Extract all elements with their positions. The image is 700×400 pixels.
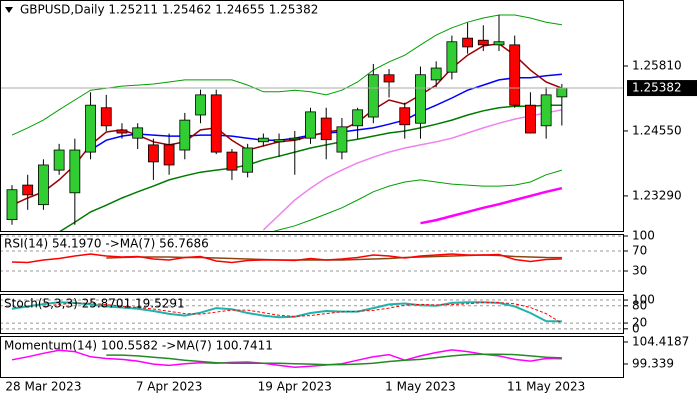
candle-body [477, 39, 489, 46]
current-price-box [627, 80, 697, 97]
indicator-line [43, 302, 563, 324]
pane-frame [0, 294, 624, 334]
candle-body [163, 144, 175, 166]
candle-body [430, 67, 442, 81]
candle-body [6, 189, 18, 221]
x-tick-label: 1 May 2023 [385, 380, 456, 394]
candle-body [367, 74, 379, 118]
candle-body [556, 87, 568, 98]
candle-body [69, 149, 81, 194]
y-tick-label: 80 [632, 298, 647, 312]
candle-body [540, 94, 552, 127]
pane [0, 299, 624, 330]
candle-body [273, 139, 285, 143]
indicator-line [106, 353, 562, 366]
y-tick-label: 104.4187 [632, 334, 689, 348]
candle-body [147, 144, 159, 163]
candle-body [415, 74, 426, 124]
pane-title: Momentum(14) 100.5582 ->MA(7) 100.7411 [4, 339, 273, 353]
indicator-line [11, 349, 562, 368]
pane [6, 14, 568, 232]
candle-body [257, 137, 269, 143]
candle-body [383, 74, 395, 83]
indicator-line [11, 43, 563, 206]
pane-title: Stoch(5,3,3) 25.8701 19.5291 [4, 297, 185, 311]
x-tick-label: 28 Mar 2023 [5, 380, 81, 394]
y-tick-label: 20 [632, 316, 647, 330]
candle-body [462, 37, 473, 48]
candle-body [320, 117, 332, 141]
indicator-line [420, 186, 563, 225]
pane-frame [0, 336, 624, 378]
y-tick-label: 1.23290 [632, 188, 682, 202]
y-tick-label: 0 [632, 321, 640, 335]
candle-body [336, 126, 348, 153]
indicator-line [262, 109, 563, 231]
current-price-label: 1.25382 [632, 81, 682, 95]
candle-body [352, 109, 364, 127]
menu-triangle [5, 7, 13, 13]
candle-body [195, 94, 206, 116]
y-tick-label: 1.24550 [632, 123, 682, 137]
candle-body [305, 111, 316, 139]
candle-body [38, 164, 49, 206]
candle-body [289, 137, 301, 141]
candle-body [116, 129, 128, 134]
candle-body [242, 147, 254, 173]
candle-body [226, 151, 238, 171]
candle-body [210, 94, 222, 153]
candle-body [85, 104, 96, 153]
candle-body [53, 149, 65, 171]
indicator-line [11, 253, 562, 264]
candle-body [132, 127, 144, 139]
pane-title: GBPUSD,Daily 1.25211 1.25462 1.24655 1.2… [20, 3, 318, 17]
candle-body [493, 41, 505, 46]
y-tick-label: 70 [632, 244, 647, 258]
indicator-line [58, 104, 562, 232]
y-tick-label: 100 [632, 229, 655, 243]
candle-body [399, 107, 411, 126]
x-tick-label: 11 May 2023 [507, 380, 585, 394]
y-tick-label: 99.339 [632, 356, 674, 370]
pane-frame [0, 0, 624, 232]
indicator-line [11, 301, 562, 323]
pane-title: RSI(14) 54.1970 ->MA(7) 56.7686 [4, 237, 209, 251]
y-tick-label: 30 [632, 264, 647, 278]
x-tick-label: 19 Apr 2023 [258, 380, 332, 394]
candle-body [525, 104, 536, 134]
candle-body [22, 184, 34, 196]
candle-body [446, 41, 458, 73]
candle-body [179, 119, 191, 151]
candle-body [509, 44, 521, 106]
y-tick-label: 100 [632, 293, 655, 307]
pane [11, 349, 562, 368]
indicator-line [269, 169, 563, 232]
x-tick-label: 7 Apr 2023 [136, 380, 203, 394]
pane-frame [0, 234, 624, 292]
pane [0, 235, 624, 272]
y-tick-label: 1.25810 [632, 58, 682, 72]
candle-body [100, 107, 112, 127]
